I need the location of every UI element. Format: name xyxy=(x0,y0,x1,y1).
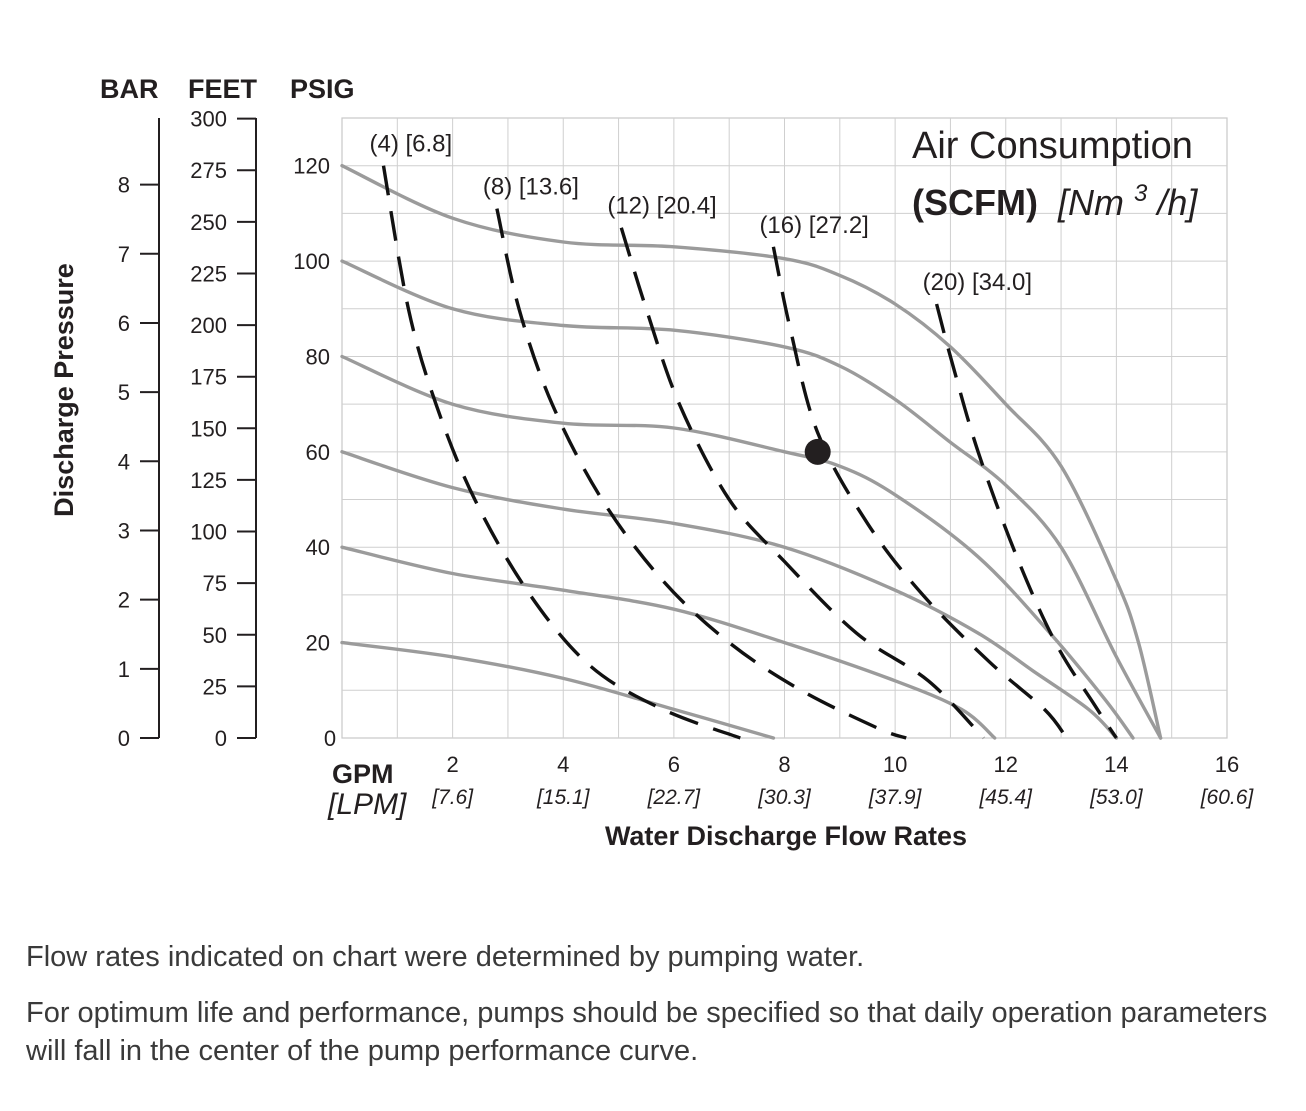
operating-point xyxy=(804,438,831,465)
pressure-curve xyxy=(340,259,1163,740)
air-curve-label: (4) [6.8] xyxy=(369,131,452,158)
psig-tick-label: 80 xyxy=(306,344,330,369)
feet-tick-label: 200 xyxy=(190,313,227,338)
pressure-curve xyxy=(340,545,997,740)
bar-tick-label: 5 xyxy=(118,380,130,405)
bar-tick-label: 3 xyxy=(118,518,130,543)
pressure-curve xyxy=(340,164,1163,740)
x-tick-label-lpm: [53.0] xyxy=(1089,786,1144,809)
psig-axis-ticks: 0 20 40 60 80 100 120 xyxy=(293,154,336,751)
operating-point-marker xyxy=(804,438,831,465)
bar-axis: 0 1 2 3 4 5 6 7 8 xyxy=(118,118,160,751)
x-tick-label-gpm: 10 xyxy=(883,752,907,777)
feet-axis: 0 25 50 75 100 125 150 175 200 225 250 275 300 xyxy=(190,107,257,751)
bar-tick-label: 2 xyxy=(118,588,130,613)
bar-tick-label: 0 xyxy=(118,726,130,751)
air-curve-label: (20) [34.0] xyxy=(923,269,1032,296)
air-consumption-curves xyxy=(381,165,1118,740)
x-unit-lpm: [LPM] xyxy=(327,788,407,821)
air-consumption-curve xyxy=(619,227,985,740)
pressure-curves xyxy=(340,164,1163,740)
bar-tick-label: 6 xyxy=(118,311,130,336)
x-tick-label-gpm: 12 xyxy=(994,752,1018,777)
x-tick-label-gpm: 16 xyxy=(1215,752,1239,777)
x-tick-label-gpm: 14 xyxy=(1104,752,1128,777)
air-curve-label: (12) [20.4] xyxy=(607,193,716,220)
feet-tick-label: 0 xyxy=(215,726,227,751)
psig-tick-label: 60 xyxy=(306,440,330,465)
psig-tick-label: 20 xyxy=(306,631,330,656)
bar-tick-label: 7 xyxy=(118,242,130,267)
bar-tick-label: 1 xyxy=(118,657,130,682)
y-axis-title: Discharge Pressure xyxy=(49,263,79,517)
chart-title-line2: (SCFM) [Nm 3 /h] xyxy=(912,168,1198,223)
feet-tick-label: 300 xyxy=(190,107,227,132)
bar-tick-label: 8 xyxy=(118,173,130,198)
x-tick-label-lpm: [22.7] xyxy=(647,786,702,809)
feet-tick-label: 125 xyxy=(190,468,227,493)
pressure-curve xyxy=(340,640,776,740)
psig-unit-header: PSIG xyxy=(290,74,355,104)
x-tick-label-gpm: 2 xyxy=(447,752,459,777)
pressure-curve xyxy=(340,354,1135,740)
feet-tick-label: 50 xyxy=(203,623,227,648)
pump-performance-chart: (4) [6.8] (8) [13.6] (12) [20.4] (16) [27.2… xyxy=(49,74,1254,851)
feet-tick-label: 150 xyxy=(190,416,227,441)
x-tick-label-lpm: [30.3] xyxy=(757,786,812,809)
feet-tick-label: 275 xyxy=(190,158,227,183)
psig-tick-label: 0 xyxy=(324,726,336,751)
air-curve-label: (16) [27.2] xyxy=(759,212,868,239)
x-axis-ticks: 2 [7.6] 4 [15.1] 6 [22.7] 8 [30.3] 10 [37.9] 12 [45… xyxy=(431,752,1254,809)
x-axis-title: Water Discharge Flow Rates xyxy=(605,821,967,851)
title-nm-sup: 3 xyxy=(1134,180,1148,207)
chart-title-line1: Air Consumption xyxy=(912,125,1193,167)
note-optimum-life: For optimum life and performance, pumps … xyxy=(26,997,1268,1067)
feet-tick-label: 100 xyxy=(190,520,227,545)
air-consumption-curve xyxy=(495,208,907,740)
air-consumption-labels: (4) [6.8] (8) [13.6] (12) [20.4] (16) [27.2… xyxy=(369,131,1032,296)
feet-tick-label: 250 xyxy=(190,210,227,235)
x-tick-label-gpm: 6 xyxy=(668,752,680,777)
title-scfm: (SCFM) xyxy=(912,182,1038,223)
air-curve-label: (8) [13.6] xyxy=(483,174,579,201)
air-consumption-curve xyxy=(381,165,741,740)
x-tick-label-lpm: [60.6] xyxy=(1200,786,1255,809)
x-unit-gpm: GPM xyxy=(332,759,394,789)
title-nm-post: /h] xyxy=(1154,182,1198,223)
x-tick-label-lpm: [45.4] xyxy=(978,786,1033,809)
psig-tick-label: 100 xyxy=(293,249,330,274)
feet-tick-label: 25 xyxy=(203,674,227,699)
pressure-curve xyxy=(340,450,1119,740)
psig-tick-label: 40 xyxy=(306,535,330,560)
x-tick-label-lpm: [15.1] xyxy=(536,786,591,809)
x-tick-label-lpm: [37.9] xyxy=(868,786,923,809)
title-nm-pre: [Nm xyxy=(1057,182,1124,223)
bar-unit-header: BAR xyxy=(100,74,159,104)
air-consumption-curve xyxy=(934,303,1118,739)
x-tick-label-gpm: 8 xyxy=(778,752,790,777)
psig-tick-label: 120 xyxy=(293,154,330,179)
feet-unit-header: FEET xyxy=(188,74,258,104)
feet-tick-label: 175 xyxy=(190,365,227,390)
bar-tick-label: 4 xyxy=(118,449,130,474)
x-tick-label-gpm: 4 xyxy=(557,752,569,777)
note-flow-rates: Flow rates indicated on chart were deter… xyxy=(26,941,865,973)
air-consumption-curve xyxy=(771,246,1068,740)
feet-tick-label: 75 xyxy=(203,571,227,596)
feet-tick-label: 225 xyxy=(190,261,227,286)
x-tick-label-lpm: [7.6] xyxy=(431,786,474,809)
